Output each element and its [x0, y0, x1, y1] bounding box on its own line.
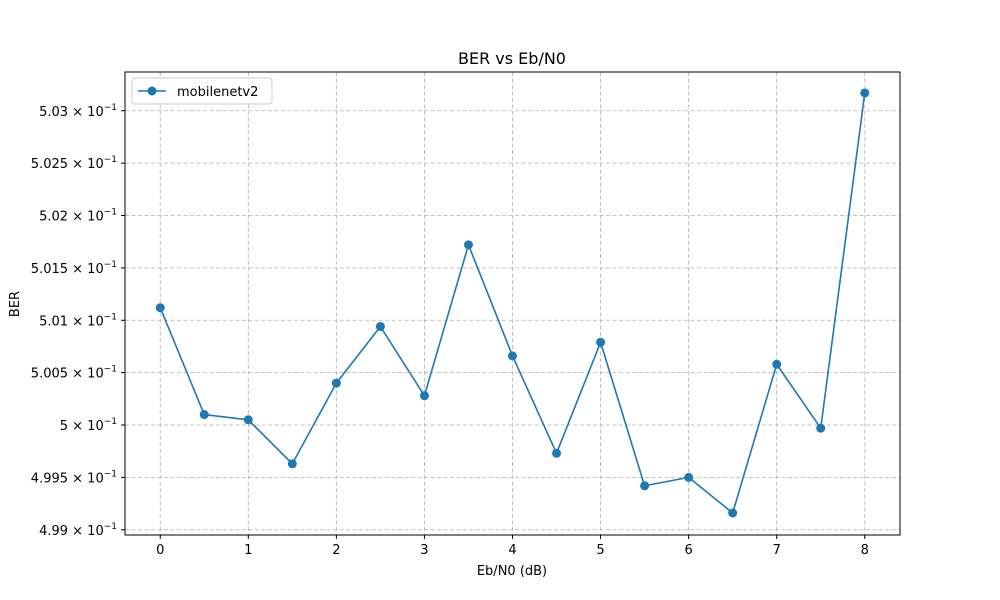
x-tick-label: 0	[156, 543, 164, 558]
y-tick-mantissa: 5.01	[39, 314, 68, 329]
y-tick-exponent: −1	[104, 312, 117, 322]
data-point	[728, 508, 738, 518]
y-tick-base: × 10	[68, 262, 104, 277]
y-tick-exponent: −1	[104, 103, 117, 113]
y-tick-mantissa: 4.99	[39, 524, 68, 539]
series-layer	[155, 88, 870, 518]
legend-label: mobilenetv2	[177, 85, 258, 100]
data-point	[596, 337, 606, 347]
data-point	[816, 423, 826, 433]
y-tick-mantissa: 5.015	[31, 262, 68, 277]
y-tick-base: × 10	[68, 157, 104, 172]
y-tick-label: 4.99 × 10−1	[39, 522, 117, 539]
x-tick-label: 2	[332, 543, 340, 558]
data-point	[508, 351, 517, 361]
y-tick-label: 5 × 10−1	[60, 417, 117, 434]
data-point	[155, 303, 165, 313]
y-tick-base: × 10	[68, 367, 104, 382]
y-tick-mantissa: 4.995	[31, 471, 68, 486]
y-tick-mantissa: 5.025	[31, 157, 68, 172]
legend: mobilenetv2	[131, 77, 273, 105]
data-point	[331, 378, 341, 388]
y-tick-label: 5.01 × 10−1	[39, 312, 117, 329]
y-tick-exponent: −1	[104, 522, 117, 532]
data-point	[772, 359, 782, 369]
y-tick-base: × 10	[68, 210, 104, 225]
legend-marker	[147, 86, 157, 96]
x-tick-label: 5	[596, 543, 604, 558]
data-point	[287, 459, 297, 469]
y-tick-mantissa: 5.005	[31, 367, 68, 382]
x-tick-label: 1	[244, 543, 252, 558]
y-tick-base: × 10	[68, 524, 104, 539]
data-point	[243, 415, 253, 425]
x-axis-label: Eb/N0 (dB)	[477, 564, 547, 579]
y-tick-base: × 10	[68, 419, 104, 434]
y-tick-label: 5.025 × 10−1	[31, 155, 117, 172]
data-point	[640, 481, 650, 491]
x-tick-label: 6	[684, 543, 692, 558]
y-tick-exponent: −1	[104, 469, 117, 479]
data-point	[375, 322, 385, 332]
y-tick-exponent: −1	[104, 260, 117, 270]
x-tick-label: 8	[861, 543, 869, 558]
chart-title: BER vs Eb/N0	[458, 49, 566, 68]
x-axis: 0 1 2 3 4 5 6 7 8	[156, 535, 869, 558]
y-tick-base: × 10	[68, 105, 104, 120]
x-tick-label: 3	[420, 543, 428, 558]
y-tick-label: 5.02 × 10−1	[39, 208, 117, 225]
data-point	[552, 448, 562, 458]
x-tick-label: 7	[773, 543, 781, 558]
grid-layer	[125, 72, 900, 535]
data-point	[199, 410, 209, 420]
y-tick-label: 5.005 × 10−1	[31, 365, 117, 382]
data-point	[684, 472, 694, 482]
y-tick-exponent: −1	[104, 155, 117, 165]
y-tick-exponent: −1	[104, 417, 117, 427]
y-tick-exponent: −1	[104, 208, 117, 218]
y-tick-mantissa: 5.03	[39, 105, 68, 120]
x-tick-label: 4	[508, 543, 516, 558]
data-point	[463, 240, 473, 250]
data-point	[860, 88, 870, 98]
y-axis-label: BER	[8, 291, 23, 317]
y-tick-mantissa: 5	[60, 419, 68, 434]
y-tick-base: × 10	[68, 314, 104, 329]
y-axis: 4.99 × 10−14.995 × 10−15 × 10−15.005 × 1…	[31, 103, 125, 539]
legend-box	[131, 77, 273, 105]
y-tick-label: 4.995 × 10−1	[31, 469, 117, 486]
y-tick-base: × 10	[68, 471, 104, 486]
data-point	[419, 391, 429, 401]
y-tick-exponent: −1	[104, 365, 117, 375]
y-tick-label: 5.015 × 10−1	[31, 260, 117, 277]
y-tick-label: 5.03 × 10−1	[39, 103, 117, 120]
y-tick-mantissa: 5.02	[39, 210, 68, 225]
